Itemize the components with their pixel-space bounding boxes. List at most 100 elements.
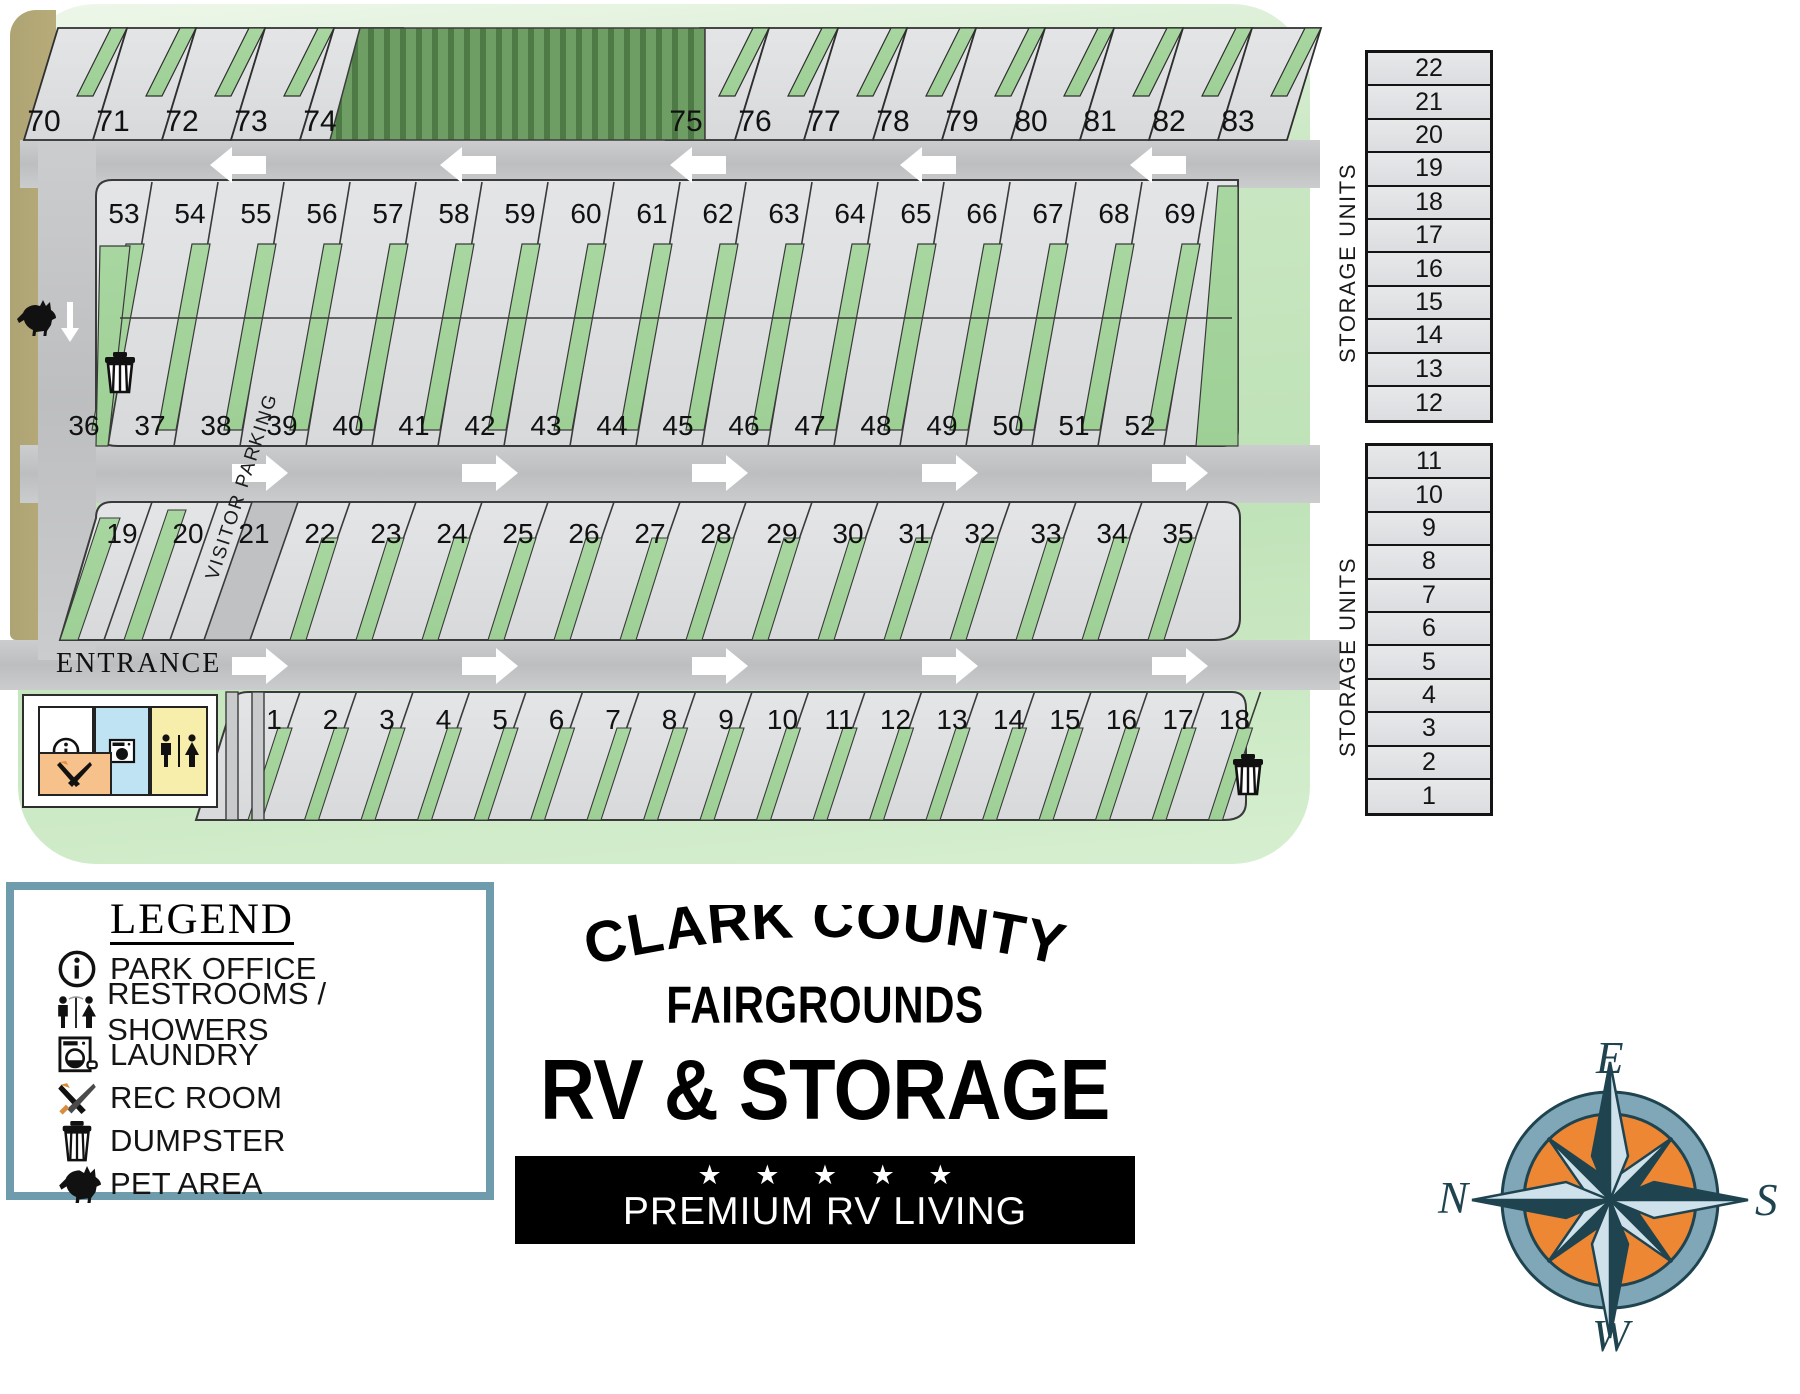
site-number[interactable]: 68 (1098, 198, 1130, 229)
site-number[interactable]: 5 (492, 704, 508, 735)
site-number[interactable]: 63 (768, 198, 800, 229)
storage-unit-row[interactable]: 18 (1368, 186, 1490, 220)
site-number[interactable]: 66 (966, 198, 998, 229)
storage-unit-row[interactable]: 22 (1368, 53, 1490, 87)
site-number[interactable]: 77 (807, 105, 841, 138)
site-number[interactable]: 50 (992, 410, 1024, 441)
dumpster-icon[interactable] (100, 350, 140, 399)
site-number[interactable]: 44 (596, 410, 628, 441)
site-number[interactable]: 26 (568, 518, 600, 549)
site-number[interactable]: 46 (728, 410, 760, 441)
site-number[interactable]: 33 (1030, 518, 1062, 549)
site-number[interactable]: 82 (1152, 105, 1186, 138)
site-number[interactable]: 7 (605, 704, 621, 735)
site-number[interactable]: 6 (548, 704, 565, 735)
site-number[interactable]: 43 (530, 410, 562, 441)
storage-unit-row[interactable]: 13 (1368, 353, 1490, 387)
site-number[interactable]: 39 (266, 410, 298, 441)
storage-unit-row[interactable]: 4 (1368, 679, 1490, 714)
site-number[interactable]: 42 (464, 410, 496, 441)
storage-unit-row[interactable]: 14 (1368, 320, 1490, 354)
site-number[interactable]: 71 (96, 105, 130, 138)
site-number[interactable]: 20 (172, 518, 204, 549)
site-number[interactable]: 35 (1162, 518, 1194, 549)
site-number[interactable]: 32 (964, 518, 996, 549)
site-number[interactable]: 55 (240, 198, 272, 229)
storage-unit-row[interactable]: 2 (1368, 746, 1490, 780)
park-map[interactable]: 70 71 72 73 74 75 76 77 78 79 80 81 82 83 53 36 54 37 55 38… (0, 0, 1340, 865)
storage-units-upper[interactable]: 22 21 20 19 18 17 16 15 14 13 12 (1365, 50, 1493, 424)
site-number[interactable]: 27 (634, 518, 666, 549)
storage-unit-row[interactable]: 1 (1368, 779, 1490, 814)
site-number[interactable]: 21 (238, 518, 270, 549)
storage-unit-row[interactable]: 6 (1368, 612, 1490, 647)
site-number[interactable]: 73 (234, 105, 268, 138)
site-number[interactable]: 67 (1032, 198, 1064, 229)
site-number[interactable]: 15 (1049, 704, 1081, 735)
storage-unit-row[interactable]: 17 (1368, 219, 1490, 254)
site-number[interactable]: 65 (900, 198, 932, 229)
site-number[interactable]: 4 (435, 704, 452, 735)
restroom-cell[interactable] (150, 706, 208, 796)
site-number[interactable]: 2 (322, 704, 339, 735)
storage-unit-row[interactable]: 8 (1368, 546, 1490, 580)
site-number[interactable]: 16 (1105, 704, 1138, 735)
site-number[interactable]: 81 (1083, 105, 1117, 138)
site-number[interactable]: 72 (165, 105, 199, 138)
site-number[interactable]: 54 (174, 198, 206, 229)
site-number[interactable]: 3 (379, 704, 395, 735)
site-number[interactable]: 10 (766, 704, 799, 735)
site-number[interactable]: 36 (68, 410, 100, 441)
site-number[interactable]: 80 (1014, 105, 1048, 138)
site-number[interactable]: 29 (766, 518, 798, 549)
site-number[interactable]: 56 (306, 198, 338, 229)
site-number[interactable]: 51 (1058, 410, 1090, 441)
site-number[interactable]: 34 (1096, 518, 1128, 549)
site-number[interactable]: 62 (702, 198, 734, 229)
site-number[interactable]: 52 (1124, 410, 1156, 441)
storage-unit-row[interactable]: 7 (1368, 579, 1490, 613)
site-number[interactable]: 1 (266, 704, 282, 735)
site-number[interactable]: 13 (936, 704, 968, 735)
storage-unit-row[interactable]: 5 (1368, 646, 1490, 680)
site-number[interactable]: 58 (438, 198, 470, 229)
site-number[interactable]: 76 (738, 105, 772, 138)
site-number[interactable]: 9 (718, 704, 734, 735)
site-number[interactable]: 17 (1162, 704, 1194, 735)
site-number[interactable]: 14 (992, 704, 1025, 735)
storage-unit-row[interactable]: 20 (1368, 119, 1490, 154)
site-number[interactable]: 22 (304, 518, 336, 549)
site-number[interactable]: 59 (504, 198, 536, 229)
site-number[interactable]: 23 (370, 518, 402, 549)
site-number[interactable]: 47 (794, 410, 826, 441)
storage-unit-row[interactable]: 3 (1368, 713, 1490, 747)
site-number[interactable]: 12 (879, 704, 912, 735)
site-number[interactable]: 60 (570, 198, 602, 229)
site-number[interactable]: 28 (700, 518, 732, 549)
storage-unit-row[interactable]: 11 (1368, 446, 1490, 480)
storage-unit-row[interactable]: 12 (1368, 386, 1490, 421)
site-number[interactable]: 53 (108, 198, 140, 229)
site-number[interactable]: 69 (1164, 198, 1196, 229)
site-number[interactable]: 41 (398, 410, 430, 441)
site-number[interactable]: 8 (661, 704, 678, 735)
site-number[interactable]: 75 (669, 105, 703, 138)
site-number[interactable]: 49 (926, 410, 958, 441)
storage-units-lower[interactable]: 11 10 9 8 7 6 5 4 3 2 1 (1365, 443, 1493, 817)
site-number[interactable]: 25 (502, 518, 534, 549)
site-number[interactable]: 38 (200, 410, 232, 441)
site-number[interactable]: 64 (834, 198, 866, 229)
storage-unit-row[interactable]: 9 (1368, 512, 1490, 547)
storage-unit-row[interactable]: 10 (1368, 479, 1490, 513)
site-number[interactable]: 61 (636, 198, 668, 229)
site-number[interactable]: 48 (860, 410, 892, 441)
rec-room-cell[interactable] (38, 752, 112, 796)
dumpster-icon[interactable] (1228, 752, 1268, 801)
storage-unit-row[interactable]: 15 (1368, 286, 1490, 321)
site-number[interactable]: 83 (1221, 105, 1255, 138)
storage-unit-row[interactable]: 21 (1368, 86, 1490, 120)
site-number[interactable]: 19 (106, 518, 138, 549)
storage-unit-row[interactable]: 16 (1368, 253, 1490, 287)
site-number[interactable]: 40 (332, 410, 364, 441)
site-number[interactable]: 74 (303, 105, 337, 138)
